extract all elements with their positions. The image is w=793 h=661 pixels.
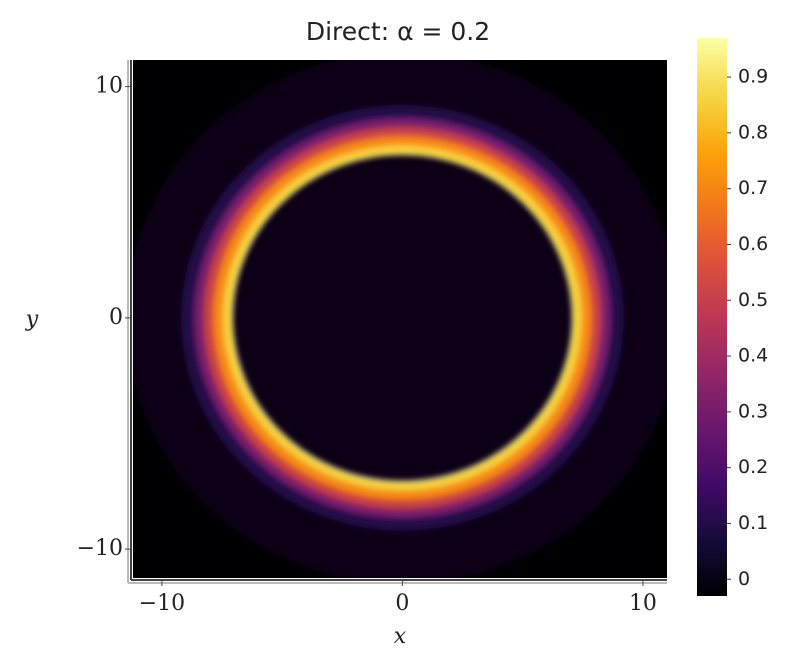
ring-level [232,154,572,481]
chart-title: Direct: α = 0.2 [306,17,490,46]
colorbar-tick-label: 0 [738,568,750,590]
colorbar-tick-label: 0.2 [738,456,768,478]
y-axis-label: y [25,307,39,332]
colorbar-tick-label: 0.5 [738,289,768,311]
x-tick-label: 10 [629,591,657,616]
y-tick-label: −10 [77,536,123,561]
heatmap [133,60,667,578]
colorbar-tick-label: 0.9 [738,66,768,88]
colorbar-tick-label: 0.7 [738,177,768,199]
x-axis-label: x [394,624,407,649]
colorbar-tick-label: 0.4 [738,345,768,367]
y-tick-label: 10 [95,74,123,99]
colorbar-tick-label: 0.8 [738,121,768,143]
x-tick-label: −10 [139,591,185,616]
y-tick-label: 0 [109,305,123,330]
x-tick-label: 0 [395,591,409,616]
colorbar-tick-label: 0.3 [738,400,768,422]
colorbar-tick-label: 0.1 [738,512,768,534]
colorbar-tick-label: 0.6 [738,233,768,255]
colorbar [697,38,727,596]
